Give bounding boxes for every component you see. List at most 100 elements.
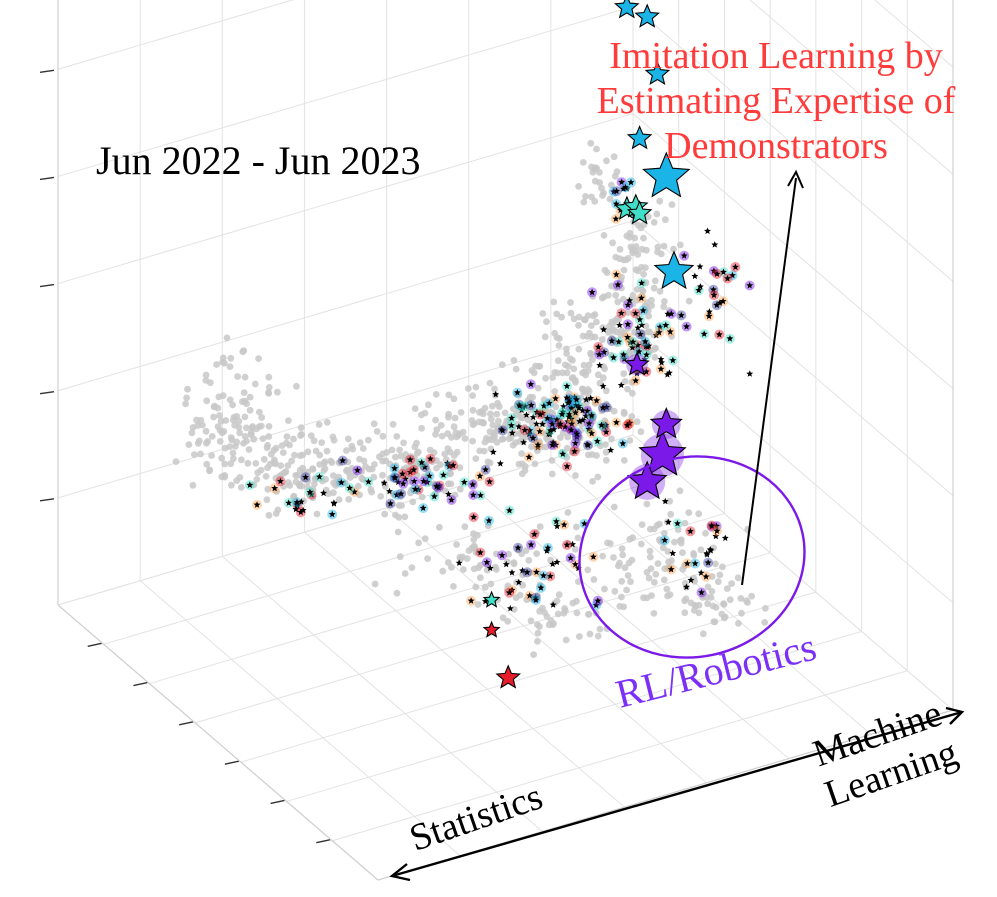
background-point (263, 496, 271, 504)
background-point (624, 572, 632, 579)
background-point (593, 145, 600, 153)
background-point (645, 574, 653, 582)
highlight-star (415, 486, 422, 493)
highlight-star (626, 419, 633, 427)
highlight-star (482, 466, 489, 473)
series-markers (482, 0, 695, 689)
highlight-star (514, 389, 521, 396)
background-point (679, 549, 686, 557)
background-point (318, 439, 326, 446)
background-point (654, 560, 662, 567)
highlight-star (498, 551, 506, 559)
highlight-star (553, 416, 561, 423)
highlight-star (406, 456, 414, 463)
background-point (582, 371, 590, 379)
highlight-star (613, 418, 620, 426)
background-point (576, 633, 583, 640)
background-point (348, 442, 356, 450)
background-point (360, 457, 368, 465)
background-point (194, 422, 202, 429)
background-point (650, 219, 658, 226)
highlight-star (683, 559, 691, 567)
background-point (634, 251, 642, 258)
highlight-star (721, 534, 729, 542)
highlight-star (602, 428, 610, 435)
highlight-star (481, 597, 489, 605)
x-tick (133, 681, 148, 687)
background-point (418, 493, 426, 501)
background-point (351, 471, 359, 479)
highlight-star (540, 572, 547, 579)
background-point (512, 365, 520, 373)
background-point (444, 445, 452, 453)
background-point (692, 602, 700, 610)
highlight-star (387, 500, 394, 507)
background-point (390, 490, 397, 498)
background-point (623, 586, 630, 594)
highlight-star (677, 311, 685, 319)
highlight-star (618, 178, 625, 186)
background-point (610, 503, 618, 511)
highlight-star (543, 547, 551, 554)
highlight-star (713, 301, 721, 309)
highlight-star (593, 397, 601, 404)
background-point (312, 475, 319, 483)
highlight-star (553, 558, 561, 566)
highlight-star (697, 283, 704, 290)
background-point (702, 530, 709, 537)
background-point (472, 455, 480, 462)
annotation-arrow-line (741, 177, 797, 586)
background-point (251, 380, 259, 388)
background-point (640, 270, 647, 278)
background-point (664, 592, 671, 600)
highlight-star (612, 215, 620, 222)
background-point (246, 393, 254, 401)
annotation-paper-title: Imitation Learning by Estimating Experti… (596, 35, 956, 167)
background-point (296, 452, 304, 459)
background-point (547, 409, 555, 417)
background-point (365, 436, 372, 444)
highlight-star (705, 312, 713, 320)
background-point (591, 177, 599, 185)
background-point (197, 450, 204, 458)
gridline (221, 556, 543, 832)
background-point (626, 437, 634, 444)
background-point (548, 457, 556, 464)
background-point (335, 496, 343, 503)
grid-group (39, 0, 954, 881)
background-point (367, 486, 375, 493)
highlight-star (419, 504, 427, 511)
background-point (620, 457, 628, 464)
highlight-star (502, 560, 510, 568)
background-point (445, 413, 452, 421)
background-point (608, 181, 615, 189)
highlight-star (637, 294, 645, 301)
background-point (250, 481, 258, 489)
highlight-star (560, 402, 567, 410)
background-point (633, 418, 641, 426)
background-point (330, 436, 338, 444)
background-point (297, 424, 305, 432)
gridline (57, 327, 634, 499)
background-point (288, 457, 295, 465)
background-point (580, 361, 588, 369)
background-point (548, 470, 556, 478)
background-point (221, 460, 229, 468)
background-point (538, 443, 546, 451)
background-point (619, 295, 627, 303)
background-point (619, 551, 627, 559)
background-point (559, 429, 567, 437)
background-point (611, 587, 619, 595)
highlight-star (615, 338, 623, 345)
highlight-star (394, 478, 402, 486)
highlight-star (426, 455, 434, 462)
background-point (382, 457, 390, 465)
highlight-star (477, 491, 484, 499)
highlight-star (622, 183, 629, 191)
highlight-star (726, 335, 734, 342)
highlight-star (563, 382, 571, 390)
highlight-star (330, 500, 338, 507)
highlight-star (499, 426, 507, 434)
background-point (343, 467, 350, 475)
highlight-star (559, 408, 567, 415)
